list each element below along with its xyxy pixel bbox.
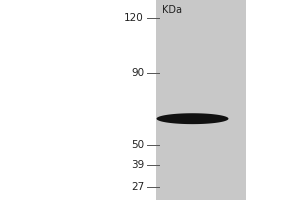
Text: 120: 120 bbox=[124, 13, 144, 23]
Text: KDa: KDa bbox=[162, 5, 182, 15]
Text: 90: 90 bbox=[131, 68, 144, 78]
Text: 39: 39 bbox=[131, 160, 144, 170]
Text: 27: 27 bbox=[131, 182, 144, 192]
Bar bbox=[156, 0, 246, 200]
Text: 50: 50 bbox=[131, 140, 144, 150]
